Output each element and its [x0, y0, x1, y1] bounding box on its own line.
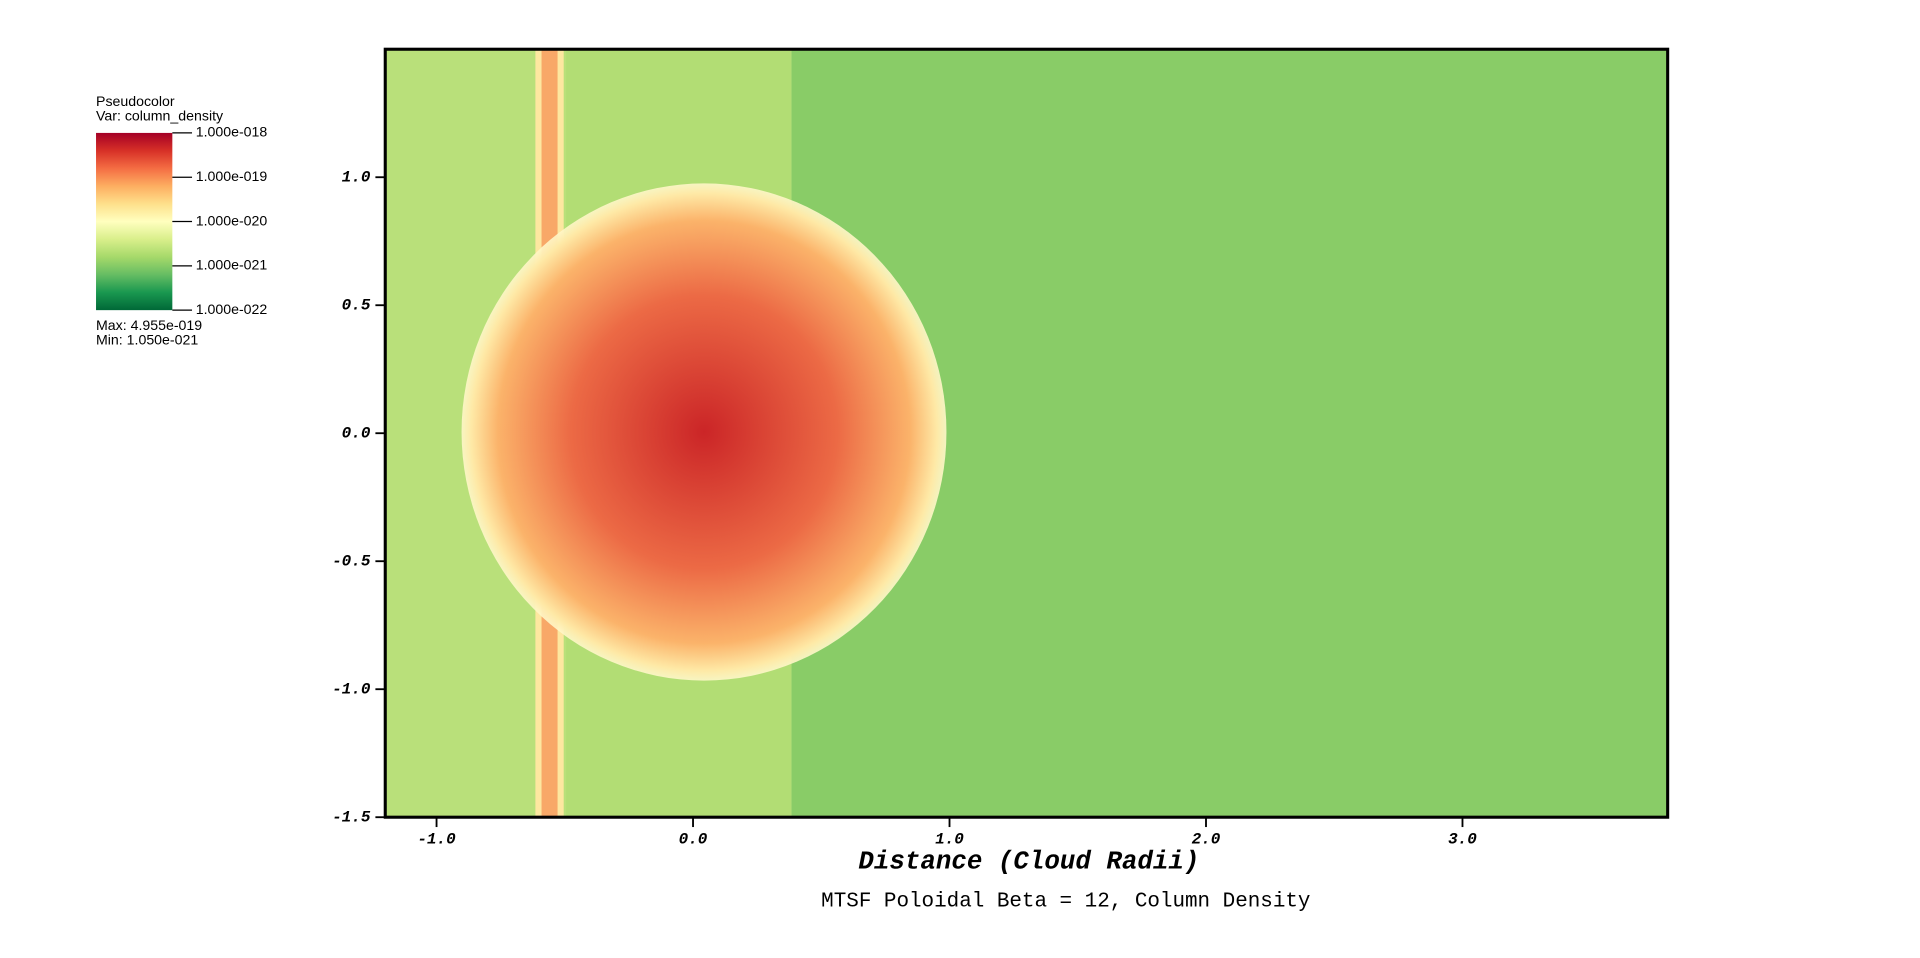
colorbar-tick-label: 1.000e-021 — [196, 257, 268, 273]
y-tick-label: 0.5 — [342, 296, 371, 314]
colorbar-tick-label: 1.000e-022 — [196, 301, 268, 317]
y-tick-label: -1.0 — [332, 680, 371, 698]
colorbar-tick-label: 1.000e-018 — [196, 124, 268, 140]
legend-min: Min: 1.050e-021 — [96, 332, 198, 348]
cloud-max — [461, 183, 947, 681]
colorbar-tick-label: 1.000e-020 — [196, 212, 268, 228]
colorbar-tick-label: 1.000e-019 — [196, 168, 268, 184]
y-tick-label: 1.0 — [342, 168, 371, 186]
y-tick-label: -1.5 — [332, 808, 371, 826]
x-tick-label: 2.0 — [1192, 831, 1221, 849]
legend-variable: Var: column_density — [96, 108, 224, 124]
y-tick-label: 0.0 — [342, 424, 371, 442]
legend-title: Pseudocolor — [96, 93, 175, 109]
legend-max: Max: 4.955e-019 — [96, 317, 202, 333]
plot-image — [385, 49, 1668, 818]
x-axis-label: Distance (Cloud Radii) — [858, 846, 1199, 876]
chart-title: MTSF Poloidal Beta = 12, Column Density — [821, 890, 1310, 913]
x-tick-label: 0.0 — [679, 831, 708, 849]
x-tick-label: -1.0 — [417, 831, 456, 849]
colorbar — [96, 132, 173, 311]
x-tick-label: 3.0 — [1448, 831, 1477, 849]
x-tick-label: 1.0 — [935, 831, 964, 849]
y-tick-label: -0.5 — [332, 552, 371, 570]
